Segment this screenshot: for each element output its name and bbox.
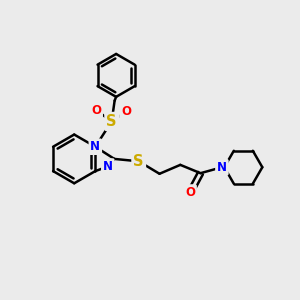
Text: N: N: [103, 160, 113, 173]
Text: N: N: [217, 161, 227, 174]
Text: O: O: [121, 106, 131, 118]
Text: O: O: [91, 104, 101, 117]
Text: N: N: [90, 140, 100, 153]
Text: O: O: [185, 186, 195, 199]
Text: S: S: [106, 114, 117, 129]
Text: S: S: [134, 154, 144, 169]
